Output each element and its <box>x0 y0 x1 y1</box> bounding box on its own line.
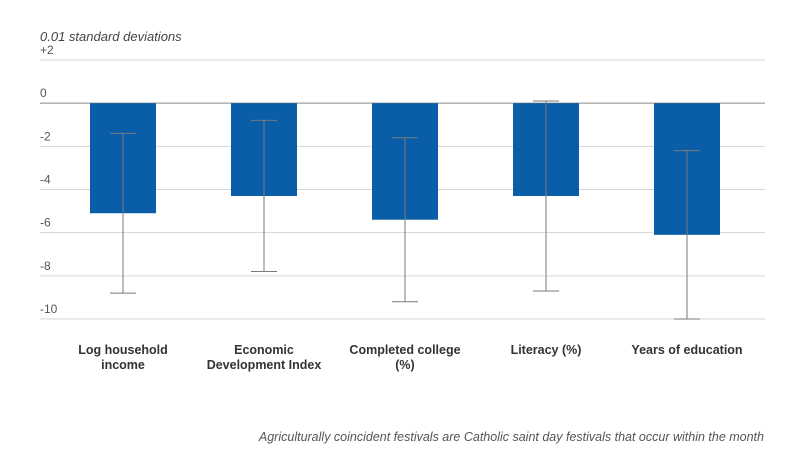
y-tick-label: -8 <box>40 259 51 273</box>
x-tick-label: Economic Development Index <box>206 343 322 372</box>
y-tick-label: -2 <box>40 129 51 143</box>
x-tick-label: Completed college (%) <box>349 343 461 372</box>
y-tick-label: -4 <box>40 173 51 187</box>
y-tick-label: -10 <box>40 302 58 316</box>
y-tick-label: -6 <box>40 216 51 230</box>
x-tick-label: Log household income <box>78 343 168 372</box>
footnote: Agriculturally coincident festivals are … <box>258 430 764 444</box>
x-tick-label: Literacy (%) <box>510 343 582 357</box>
y-tick-label: 0 <box>40 86 47 100</box>
y-axis-label: 0.01 standard deviations <box>40 29 182 44</box>
y-tick-label: +2 <box>40 43 54 57</box>
x-tick-label: Years of education <box>631 343 743 357</box>
